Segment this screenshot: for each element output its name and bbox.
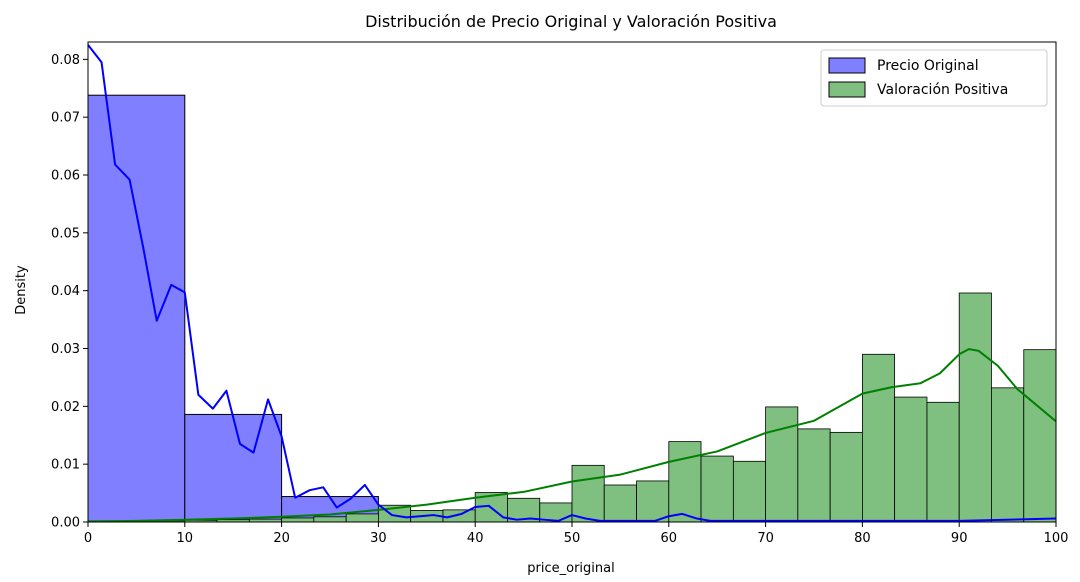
y-tick-label: 0.05: [51, 226, 80, 241]
bar-valoracion-positiva: [700, 455, 734, 523]
bar-valoracion-positiva: [765, 406, 799, 523]
y-tick-label: 0.03: [51, 342, 80, 357]
bar-valoracion-positiva: [345, 513, 379, 523]
x-axis-label: price_original: [527, 561, 614, 576]
kde-line-valoracion-positiva: [87, 348, 1057, 523]
x-tick-label: 100: [1044, 531, 1069, 546]
y-tick-label: 0.01: [51, 458, 80, 473]
kde-line-precio-original: [87, 44, 1057, 522]
bar-valoracion-positiva: [797, 428, 831, 523]
bar-precio-original: [87, 94, 186, 523]
bar-valoracion-positiva: [732, 460, 766, 523]
bar-valoracion-positiva: [862, 353, 896, 523]
y-tick-label: 0.04: [51, 284, 80, 299]
y-tick-label: 0.00: [51, 516, 80, 531]
bar-valoracion-positiva: [991, 387, 1025, 523]
x-tick-label: 50: [564, 531, 581, 546]
legend-label-valoracion-positiva: Valoración Positiva: [877, 82, 1008, 98]
x-tick-label: 70: [757, 531, 774, 546]
x-tick-label: 80: [854, 531, 871, 546]
x-tick-label: 30: [370, 531, 387, 546]
bar-valoracion-positiva: [1023, 349, 1057, 523]
x-tick-label: 60: [661, 531, 678, 546]
x-tick-label: 40: [467, 531, 484, 546]
legend-swatch-valoracion-positiva: [828, 81, 866, 98]
legend: Precio Original Valoración Positiva: [820, 49, 1048, 107]
bar-valoracion-positiva: [668, 441, 702, 523]
plot-area: [87, 44, 1057, 523]
bar-valoracion-positiva: [958, 292, 992, 523]
y-tick-label: 0.08: [51, 53, 80, 68]
bar-valoracion-positiva: [571, 464, 605, 523]
y-axis-label: Density: [14, 265, 29, 315]
bar-valoracion-positiva: [442, 509, 476, 523]
bar-valoracion-positiva: [281, 517, 315, 523]
y-tick-label: 0.06: [51, 169, 80, 184]
chart-title: Distribución de Precio Original y Valora…: [365, 12, 777, 31]
x-tick-label: 0: [84, 531, 92, 546]
y-tick-label: 0.07: [51, 111, 80, 126]
bar-valoracion-positiva: [313, 516, 347, 523]
bar-valoracion-positiva: [636, 480, 670, 523]
x-tick-label: 90: [951, 531, 968, 546]
bar-valoracion-positiva: [829, 431, 863, 523]
bar-valoracion-positiva: [603, 484, 637, 523]
bar-precio-original: [184, 413, 283, 523]
y-tick-label: 0.02: [51, 400, 80, 415]
x-tick-label: 10: [177, 531, 194, 546]
bar-valoracion-positiva: [894, 396, 928, 523]
legend-box: [820, 49, 1048, 107]
x-tick-label: 20: [273, 531, 290, 546]
legend-label-precio-original: Precio Original: [877, 58, 979, 74]
bar-valoracion-positiva: [926, 401, 960, 523]
legend-swatch-precio-original: [828, 57, 866, 74]
